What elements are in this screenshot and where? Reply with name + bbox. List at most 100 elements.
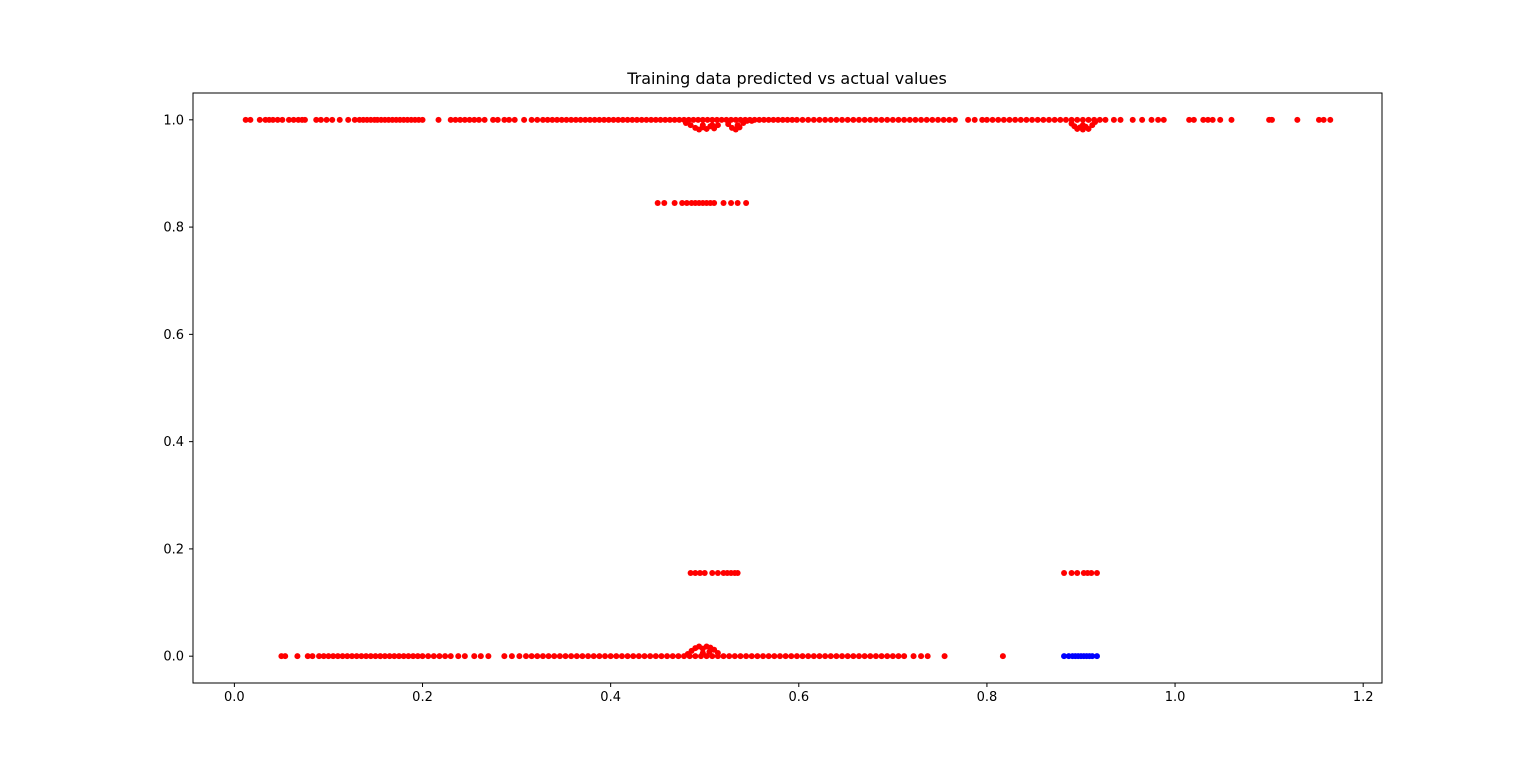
data-point	[695, 116, 702, 123]
data-point	[294, 653, 301, 660]
x-tick-label: 1.2	[1353, 690, 1374, 705]
data-point	[549, 116, 556, 123]
data-point	[711, 199, 718, 206]
data-point	[572, 116, 579, 123]
data-point	[615, 116, 622, 123]
data-point	[682, 120, 689, 127]
data-point	[353, 653, 360, 660]
data-point	[447, 116, 454, 123]
data-point	[242, 116, 249, 123]
data-point	[386, 653, 393, 660]
data-point	[1139, 116, 1146, 123]
data-point	[414, 653, 421, 660]
data-point	[1061, 570, 1068, 577]
data-point	[481, 116, 488, 123]
data-point	[906, 116, 913, 123]
data-point	[477, 653, 484, 660]
data-point	[618, 653, 625, 660]
data-point	[442, 653, 449, 660]
data-point	[348, 653, 355, 660]
data-point	[1160, 116, 1167, 123]
data-point	[704, 116, 711, 123]
data-point	[833, 116, 840, 123]
data-point	[810, 653, 817, 660]
data-point	[669, 653, 676, 660]
data-point	[884, 116, 891, 123]
data-point	[471, 116, 478, 123]
data-point	[582, 116, 589, 123]
data-point	[889, 653, 896, 660]
data-point	[1006, 116, 1013, 123]
data-point	[999, 653, 1006, 660]
data-point	[648, 116, 655, 123]
data-point	[697, 570, 704, 577]
data-point	[494, 116, 501, 123]
data-point	[734, 122, 741, 129]
data-point	[676, 116, 683, 123]
data-point	[822, 653, 829, 660]
data-point	[810, 116, 817, 123]
data-point	[641, 653, 648, 660]
x-tick-label: 0.8	[977, 690, 998, 705]
data-point	[756, 116, 763, 123]
data-point	[274, 116, 281, 123]
data-point	[776, 653, 783, 660]
data-point	[923, 116, 930, 123]
y-tick-label: 1.0	[163, 113, 184, 128]
data-point	[647, 653, 654, 660]
data-point	[430, 653, 437, 660]
data-point	[918, 116, 925, 123]
data-point	[1079, 116, 1086, 123]
series-1	[1061, 653, 1100, 660]
data-point	[816, 653, 823, 660]
data-point	[381, 653, 388, 660]
data-point	[687, 570, 694, 577]
data-point	[788, 653, 795, 660]
data-point	[455, 653, 462, 660]
data-point	[554, 116, 561, 123]
data-point	[630, 653, 637, 660]
data-point	[629, 116, 636, 123]
data-point	[666, 116, 673, 123]
data-point	[508, 653, 515, 660]
points-layer	[242, 116, 1334, 660]
data-point	[692, 570, 699, 577]
data-point	[573, 653, 580, 660]
data-point	[334, 653, 341, 660]
data-point	[1155, 116, 1162, 123]
data-point	[539, 116, 546, 123]
data-point	[1102, 116, 1109, 123]
data-point	[309, 653, 316, 660]
data-point	[714, 570, 721, 577]
data-point	[793, 116, 800, 123]
data-point	[1079, 122, 1086, 129]
data-point	[918, 653, 925, 660]
data-point	[528, 116, 535, 123]
data-point	[419, 116, 426, 123]
data-point	[743, 199, 750, 206]
data-point	[523, 653, 529, 660]
x-tick-label: 0.0	[224, 690, 245, 705]
data-point	[872, 116, 879, 123]
data-point	[822, 116, 829, 123]
data-point	[475, 116, 482, 123]
data-point	[282, 653, 289, 660]
data-point	[726, 653, 733, 660]
data-point	[699, 116, 706, 123]
data-point	[737, 653, 744, 660]
x-tick-label: 0.2	[412, 690, 433, 705]
data-point	[878, 116, 885, 123]
data-point	[329, 116, 336, 123]
data-point	[855, 653, 862, 660]
data-point	[457, 116, 464, 123]
data-point	[1110, 116, 1117, 123]
data-point	[971, 116, 978, 123]
data-point	[304, 653, 311, 660]
data-point	[521, 116, 528, 123]
data-point	[1096, 116, 1103, 123]
data-point	[652, 653, 659, 660]
data-point	[590, 653, 597, 660]
data-point	[633, 116, 640, 123]
data-point	[1000, 116, 1007, 123]
data-point	[1190, 116, 1197, 123]
